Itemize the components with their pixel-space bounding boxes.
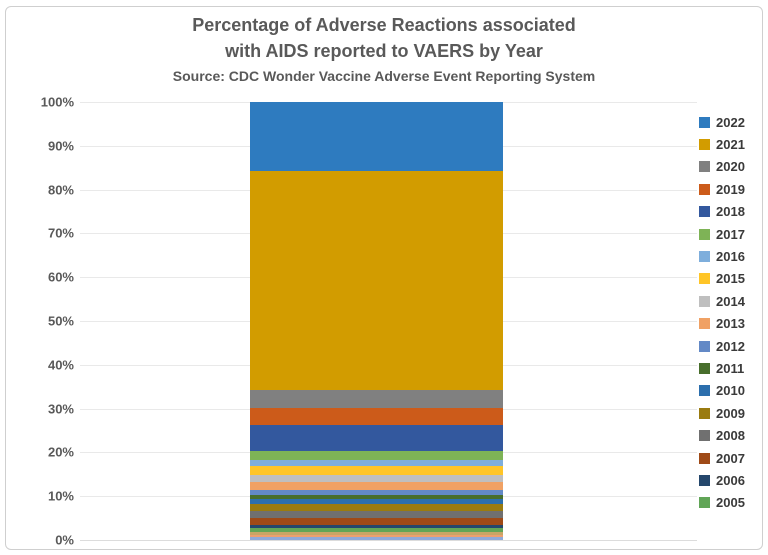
legend-label: 2007 — [716, 450, 745, 466]
legend-swatch-icon — [699, 474, 710, 486]
legend-swatch-icon — [699, 362, 710, 374]
y-axis-tick-label: 30% — [47, 401, 74, 417]
legend-label: 2019 — [716, 181, 745, 197]
legend-label: 2022 — [716, 114, 745, 130]
legend-swatch-icon — [699, 251, 710, 263]
bar-segment-2010 — [250, 498, 503, 505]
bar-segment-unlabeled-segment-2 — [250, 535, 503, 538]
bar-segment-2011 — [250, 495, 503, 499]
legend-item-2005: 2005 — [699, 492, 745, 514]
bar-segment-2007 — [250, 518, 503, 526]
legend-swatch-icon — [699, 385, 710, 397]
bar-segment-unlabeled-segment-3 — [250, 537, 503, 540]
gridline — [80, 540, 697, 541]
legend-label: 2016 — [716, 249, 745, 265]
bar-segment-2021 — [250, 171, 503, 391]
bar-segment-2018 — [250, 424, 503, 451]
y-axis-tick-label: 20% — [47, 444, 74, 460]
legend-item-2022: 2022 — [699, 111, 745, 133]
legend-swatch-icon — [699, 295, 710, 307]
bar-segment-2019 — [250, 408, 503, 425]
legend-label: 2013 — [716, 316, 745, 332]
legend-item-2007: 2007 — [699, 447, 745, 469]
bar-segment-2016 — [250, 459, 503, 467]
legend: 2022 2021 2020 2019 2018 2017 2016 2015 2014 2013… — [699, 111, 745, 514]
bar-segment-2015 — [250, 466, 503, 475]
bar-segment-2012 — [250, 490, 503, 496]
legend-item-2012: 2012 — [699, 335, 745, 357]
legend-swatch-icon — [699, 116, 710, 128]
chart-title-line1: Percentage of Adverse Reactions associat… — [192, 15, 576, 35]
legend-swatch-icon — [699, 228, 710, 240]
bar-segment-2005 — [250, 528, 503, 533]
legend-label: 2009 — [716, 405, 745, 421]
legend-label: 2015 — [716, 271, 745, 287]
legend-swatch-icon — [699, 452, 710, 464]
legend-item-2011: 2011 — [699, 357, 745, 379]
legend-item-2017: 2017 — [699, 223, 745, 245]
stacked-bar — [250, 102, 503, 540]
legend-swatch-icon — [699, 340, 710, 352]
chart-title-block: Percentage of Adverse Reactions associat… — [0, 12, 768, 88]
legend-item-2014: 2014 — [699, 290, 745, 312]
legend-swatch-icon — [699, 273, 710, 285]
legend-item-2013: 2013 — [699, 313, 745, 335]
legend-swatch-icon — [699, 497, 710, 509]
legend-label: 2017 — [716, 226, 745, 242]
legend-item-2009: 2009 — [699, 402, 745, 424]
legend-item-2019: 2019 — [699, 178, 745, 200]
bar-segment-2009 — [250, 504, 503, 512]
legend-label: 2021 — [716, 137, 745, 153]
legend-label: 2010 — [716, 383, 745, 399]
legend-item-2016: 2016 — [699, 245, 745, 267]
legend-swatch-icon — [699, 430, 710, 442]
y-axis-tick-label: 100% — [40, 94, 74, 110]
y-axis-tick-label: 50% — [47, 313, 74, 329]
bar-segment-2006 — [250, 525, 503, 529]
legend-item-2006: 2006 — [699, 469, 745, 491]
legend-label: 2008 — [716, 428, 745, 444]
legend-item-2008: 2008 — [699, 424, 745, 446]
legend-swatch-icon — [699, 139, 710, 151]
y-axis-tick-label: 40% — [47, 357, 74, 373]
y-axis-tick-label: 80% — [47, 182, 74, 198]
legend-label: 2011 — [716, 360, 745, 376]
bar-segment-2020 — [250, 390, 503, 409]
legend-item-2018: 2018 — [699, 201, 745, 223]
chart-source-line: Source: CDC Wonder Vaccine Adverse Event… — [172, 68, 596, 84]
bar-segment-2022 — [250, 102, 503, 172]
y-axis-tick-label: 60% — [47, 269, 74, 285]
legend-swatch-icon — [699, 183, 710, 195]
legend-label: 2018 — [716, 204, 745, 220]
bar-segment-2008 — [250, 511, 503, 519]
legend-label: 2012 — [716, 338, 745, 354]
legend-swatch-icon — [699, 407, 710, 419]
y-axis-tick-label: 70% — [47, 225, 74, 241]
legend-swatch-icon — [699, 161, 710, 173]
bar-segment-2017 — [250, 450, 503, 460]
legend-item-2020: 2020 — [699, 156, 745, 178]
legend-item-2021: 2021 — [699, 133, 745, 155]
legend-swatch-icon — [699, 318, 710, 330]
legend-label: 2005 — [716, 495, 745, 511]
legend-item-2010: 2010 — [699, 380, 745, 402]
legend-item-2015: 2015 — [699, 268, 745, 290]
legend-label: 2020 — [716, 159, 745, 175]
y-axis-tick-label: 10% — [47, 488, 74, 504]
bar-segment-2013 — [250, 481, 503, 491]
legend-label: 2006 — [716, 472, 745, 488]
bar-segment-unlabeled-segment-1 — [250, 532, 503, 536]
y-axis-tick-label: 0% — [55, 532, 74, 548]
legend-label: 2014 — [716, 293, 745, 309]
y-axis-tick-label: 90% — [47, 138, 74, 154]
legend-swatch-icon — [699, 206, 710, 218]
bar-segment-2014 — [250, 474, 503, 482]
chart-title-line2: with AIDS reported to VAERS by Year — [225, 41, 543, 61]
